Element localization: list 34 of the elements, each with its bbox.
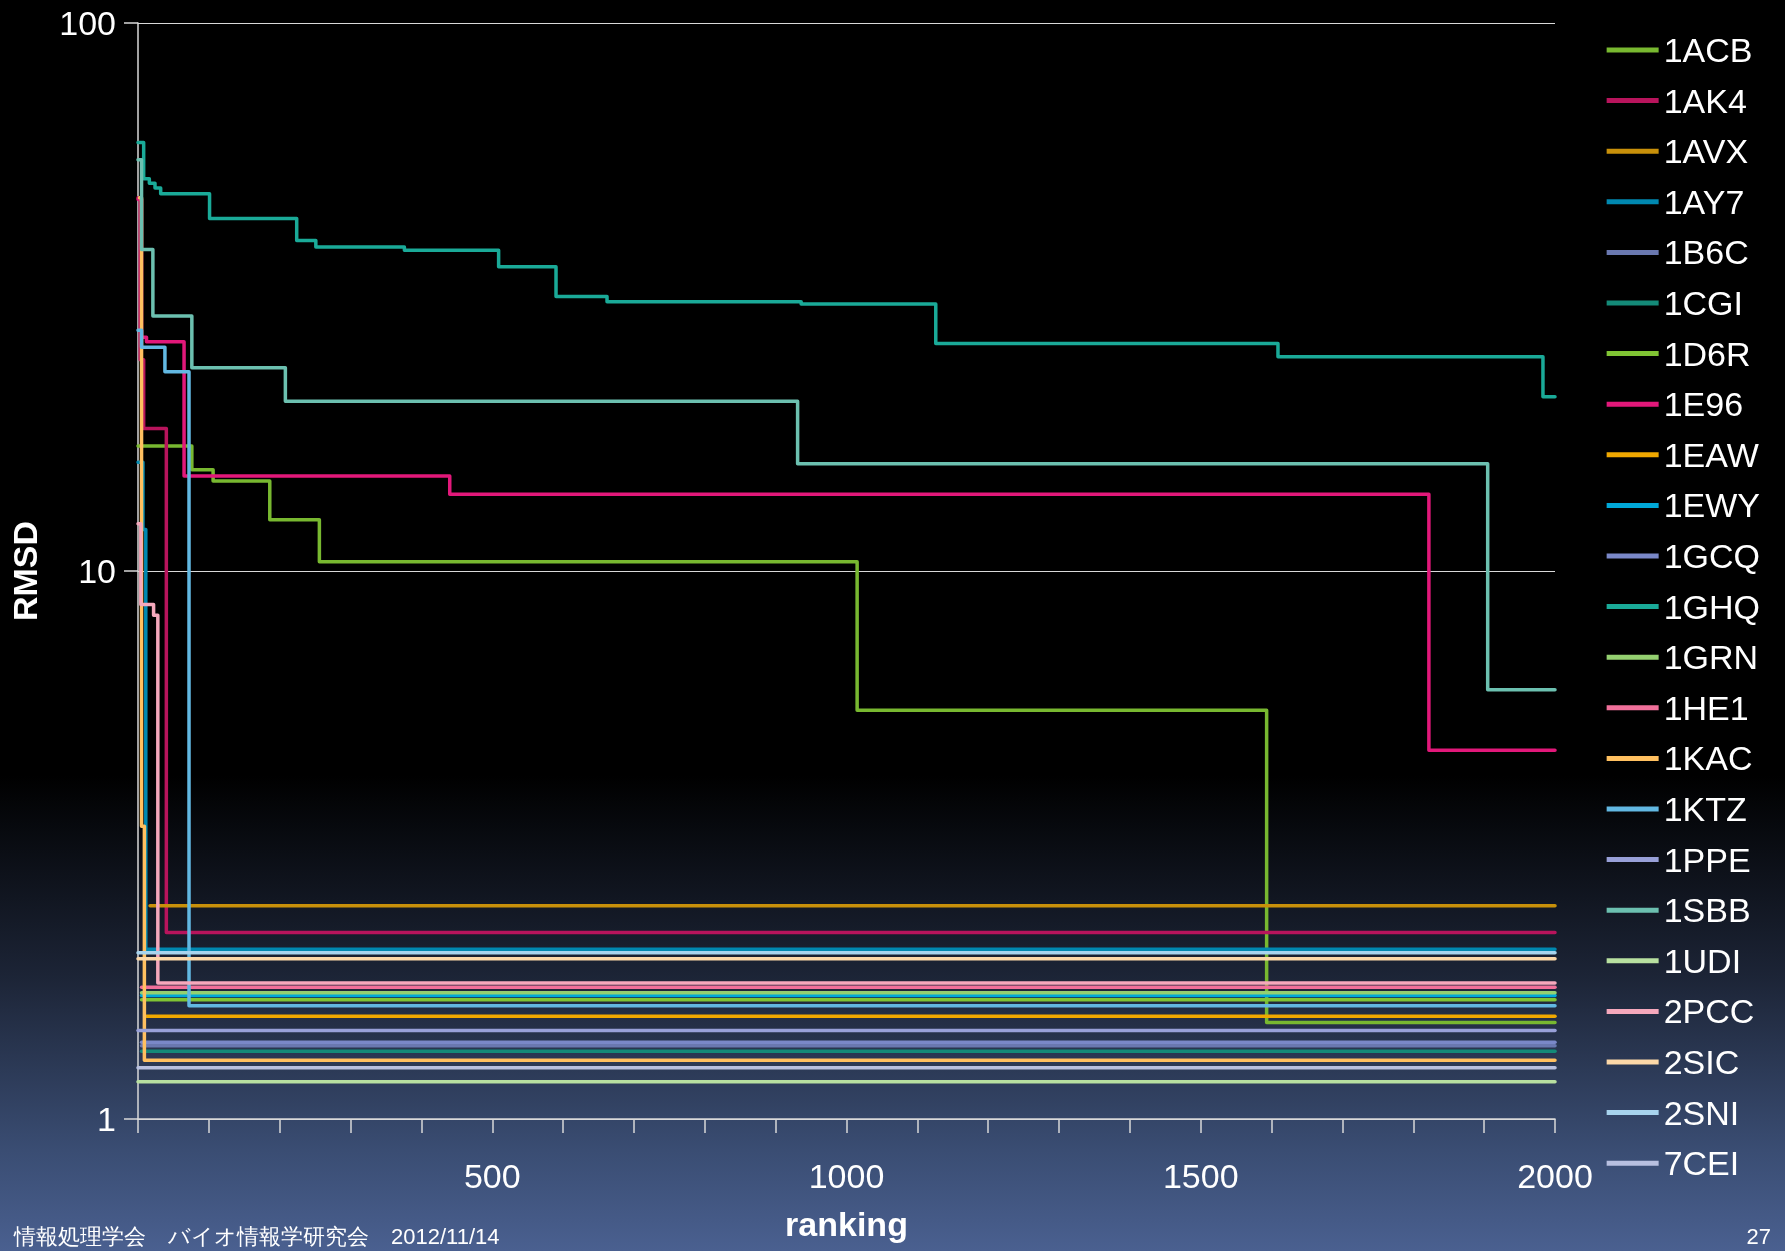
legend-label: 1AVX xyxy=(1663,132,1749,171)
legend-label: 1GRN xyxy=(1663,638,1759,677)
legend-label: 2SNI xyxy=(1663,1093,1740,1132)
legend-label: 1SBB xyxy=(1663,891,1751,930)
x-axis-title: ranking xyxy=(785,1205,908,1243)
legend-label: 1E96 xyxy=(1663,385,1744,424)
y-tick-label: 10 xyxy=(78,552,116,590)
legend-label: 1AK4 xyxy=(1663,81,1747,120)
legend-label: 1EAW xyxy=(1663,435,1759,474)
legend-label: 1EWY xyxy=(1663,486,1760,525)
x-tick-label: 1500 xyxy=(1162,1157,1239,1195)
x-tick-label: 2000 xyxy=(1517,1157,1593,1195)
legend-label: 1UDI xyxy=(1663,941,1742,980)
y-axis-title: RMSD xyxy=(6,520,44,622)
legend-label: 1GHQ xyxy=(1663,587,1760,626)
legend-label: 1GCQ xyxy=(1663,537,1760,575)
legend-label: 1KAC xyxy=(1663,739,1753,778)
y-tick-label: 1 xyxy=(97,1100,116,1138)
legend-label: 1PPE xyxy=(1663,840,1751,879)
legend-label: 2SIC xyxy=(1663,1043,1740,1081)
legend-label: 1KTZ xyxy=(1663,790,1747,828)
x-tick-label: 1000 xyxy=(808,1157,885,1195)
legend-label: 7CEI xyxy=(1663,1144,1740,1183)
legend-label: 1AY7 xyxy=(1663,182,1745,221)
legend-label: 2PCC xyxy=(1663,992,1755,1031)
legend-label: 1D6R xyxy=(1663,334,1751,373)
text: 27 xyxy=(1746,1223,1772,1249)
legend-label: 1CGI xyxy=(1663,284,1743,322)
y-tick-label: 100 xyxy=(59,4,116,42)
legend-label: 1HE1 xyxy=(1663,688,1749,727)
legend-label: 1ACB xyxy=(1663,31,1753,69)
legend-label: 1B6C xyxy=(1663,233,1749,272)
x-tick-label: 500 xyxy=(463,1157,521,1195)
text: 情報処理学会 バイオ情報学研究会 2012/11/14 xyxy=(13,1223,500,1249)
